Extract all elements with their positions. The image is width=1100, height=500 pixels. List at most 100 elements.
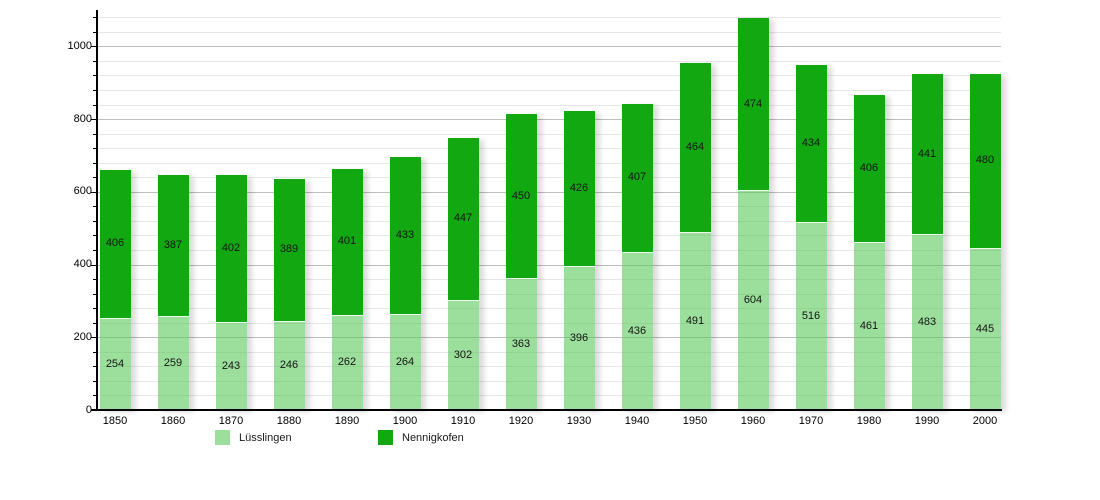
- value-label: 363: [511, 338, 531, 350]
- x-axis-labels: 1850 1860 1870 1880 1890 1900 1910 1920 1930 1940…: [97, 415, 1001, 429]
- y-tick: [93, 250, 97, 251]
- y-tick: [93, 60, 97, 62]
- gridline-minor: [97, 250, 1001, 251]
- x-tick-label: 1920: [508, 415, 534, 427]
- bar-1930: 426 396: [563, 111, 595, 410]
- y-tick: [91, 337, 97, 339]
- segment-lusslingen-2000: 445: [969, 248, 1001, 410]
- gridline-minor: [97, 60, 1001, 62]
- bar-1950: 464 491: [679, 62, 711, 410]
- value-label: 441: [917, 147, 937, 160]
- value-label: 516: [801, 310, 821, 323]
- bar-2000: 480 445: [969, 73, 1001, 410]
- segment-lusslingen-1960: 604: [737, 190, 769, 410]
- plot-area: 406 254 387 259 402 243 389 246 401 262 433 264 447 3…: [91, 10, 1001, 410]
- segment-lusslingen-1870: 243: [215, 321, 247, 410]
- value-label: 264: [395, 356, 415, 368]
- segment-nennigkofen-1980: 406: [853, 94, 885, 243]
- value-label: 262: [337, 356, 357, 369]
- y-tick: [93, 351, 97, 353]
- value-label: 407: [627, 171, 647, 183]
- y-tick: [93, 380, 97, 382]
- y-tick: [93, 293, 97, 295]
- gridline-minor: [97, 308, 1001, 310]
- segment-nennigkofen-1950: 464: [679, 62, 711, 232]
- y-tick-label: 600: [73, 185, 92, 198]
- gridline-major: [97, 119, 1001, 121]
- x-tick-label: 1960: [740, 415, 766, 427]
- value-label: 433: [395, 228, 415, 241]
- bar-1960: 474 604: [737, 18, 769, 410]
- y-tick: [91, 119, 97, 121]
- value-label: 302: [453, 349, 473, 362]
- y-tick: [93, 395, 97, 397]
- legend-label-lusslingen: Lüsslingen: [239, 431, 292, 444]
- x-tick-label: 1890: [334, 415, 360, 427]
- value-label: 434: [801, 137, 821, 149]
- value-label: 389: [279, 243, 299, 256]
- gridline-minor: [97, 366, 1001, 368]
- segment-lusslingen-1860: 259: [157, 315, 189, 410]
- gridline-minor: [97, 395, 1001, 397]
- gridline-minor: [97, 220, 1001, 222]
- segment-lusslingen-1910: 302: [447, 300, 479, 410]
- x-tick-label: 1910: [450, 415, 476, 427]
- segment-lusslingen-1920: 363: [505, 278, 537, 410]
- x-tick-label: 1870: [218, 415, 244, 427]
- y-tick: [91, 264, 97, 266]
- segment-lusslingen-1880: 246: [273, 320, 305, 410]
- y-tick: [91, 46, 97, 48]
- x-tick-label: 1970: [798, 415, 824, 427]
- value-label: 243: [221, 359, 241, 372]
- segment-lusslingen-1980: 461: [853, 242, 885, 410]
- x-tick-label: 1990: [914, 415, 940, 427]
- y-tick: [93, 90, 97, 91]
- segment-lusslingen-1890: 262: [331, 314, 363, 410]
- legend-swatch-lusslingen: [215, 430, 230, 445]
- segment-nennigkofen-1870: 402: [215, 175, 247, 322]
- value-label: 447: [453, 212, 473, 225]
- segment-lusslingen-1930: 396: [563, 266, 595, 410]
- value-label: 406: [105, 237, 125, 250]
- x-tick-label: 1940: [624, 415, 650, 427]
- value-label: 480: [975, 154, 995, 167]
- x-tick-label: 1930: [566, 415, 592, 427]
- y-tick: [93, 322, 97, 324]
- y-tick: [93, 104, 97, 106]
- gridline-minor: [97, 90, 1001, 91]
- gridline-minor: [97, 206, 1001, 208]
- gridline-minor: [97, 279, 1001, 281]
- gridline-major: [97, 264, 1001, 266]
- gridline-minor: [97, 322, 1001, 324]
- y-tick: [93, 235, 97, 237]
- x-tick-label: 1880: [276, 415, 302, 427]
- bar-1870: 402 243: [215, 175, 247, 410]
- legend-label-nennigkofen: Nennigkofen: [402, 431, 464, 444]
- x-tick-label: 1850: [102, 415, 128, 427]
- segment-nennigkofen-1900: 433: [389, 156, 421, 314]
- bar-1890: 401 262: [331, 168, 363, 410]
- segment-nennigkofen-1940: 407: [621, 103, 653, 252]
- segment-lusslingen-1940: 436: [621, 251, 653, 410]
- y-axis-labels: 0 200 400 600 800 1000: [0, 10, 92, 416]
- segment-nennigkofen-1960: 474: [737, 18, 769, 191]
- segment-nennigkofen-1920: 450: [505, 114, 537, 278]
- gridline-minor: [97, 351, 1001, 353]
- segment-lusslingen-1950: 491: [679, 231, 711, 410]
- segment-lusslingen-1990: 483: [911, 234, 943, 410]
- bar-1970: 434 516: [795, 64, 827, 410]
- value-label: 491: [685, 314, 705, 327]
- bar-1940: 407 436: [621, 103, 653, 410]
- bar-1900: 433 264: [389, 156, 421, 410]
- segment-lusslingen-1900: 264: [389, 314, 421, 410]
- value-label: 396: [569, 332, 589, 344]
- y-tick: [93, 17, 97, 19]
- segment-nennigkofen-1890: 401: [331, 168, 363, 315]
- value-label: 406: [859, 162, 879, 175]
- gridline-minor: [97, 104, 1001, 106]
- legend: Lüsslingen Nennigkofen: [0, 430, 1100, 450]
- value-label: 402: [221, 242, 241, 255]
- gridline-minor: [97, 31, 1001, 33]
- y-axis-line: [96, 10, 98, 411]
- value-label: 604: [743, 294, 763, 307]
